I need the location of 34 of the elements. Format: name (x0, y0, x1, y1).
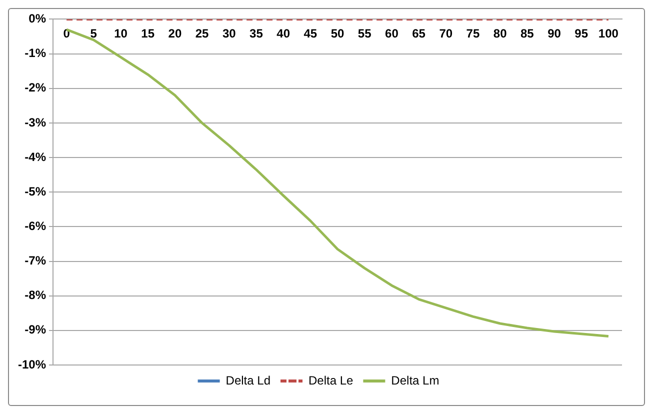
x-tick-label: 75 (466, 26, 480, 41)
x-tick-label: 50 (330, 26, 344, 41)
y-tick-label: -1% (24, 46, 46, 60)
x-tick-label: 55 (358, 26, 372, 41)
x-tick-label: 90 (548, 26, 562, 41)
y-tick-label: -6% (24, 218, 46, 233)
legend-label: Delta Lm (391, 373, 440, 388)
legend-label: Delta Ld (226, 373, 270, 388)
x-tick-label: 100 (598, 26, 619, 41)
x-tick-label: 15 (141, 26, 155, 41)
x-tick-label: 10 (114, 26, 128, 41)
y-tick-label: -7% (24, 254, 46, 268)
x-tick-label: 85 (520, 26, 534, 41)
y-tick-label: -5% (24, 184, 46, 198)
x-tick-label: 35 (250, 26, 264, 41)
x-tick-label: 80 (493, 26, 508, 41)
x-tick-label: 45 (304, 26, 318, 41)
x-tick-label: 95 (574, 26, 588, 41)
y-tick-label: -9% (24, 322, 46, 337)
y-tick-label: -2% (24, 80, 46, 95)
y-tick-label: -3% (24, 115, 46, 130)
y-tick-label: -8% (24, 288, 46, 302)
y-tick-label: -10% (18, 357, 46, 372)
x-tick-label: 70 (439, 26, 453, 41)
x-tick-label: 30 (222, 26, 236, 41)
x-tick-label: 40 (276, 26, 290, 41)
y-tick-label: 0% (28, 12, 46, 26)
x-tick-label: 25 (195, 26, 210, 41)
x-tick-label: 65 (412, 26, 426, 41)
x-tick-label: 20 (168, 26, 182, 41)
legend-label: Delta Le (308, 373, 354, 388)
x-tick-label: 60 (385, 26, 399, 41)
x-tick-label: 5 (90, 26, 98, 41)
y-tick-label: -4% (24, 150, 46, 164)
